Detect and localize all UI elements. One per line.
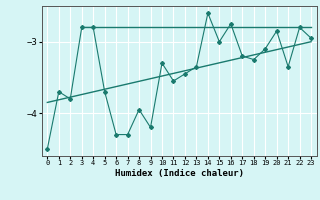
- X-axis label: Humidex (Indice chaleur): Humidex (Indice chaleur): [115, 169, 244, 178]
